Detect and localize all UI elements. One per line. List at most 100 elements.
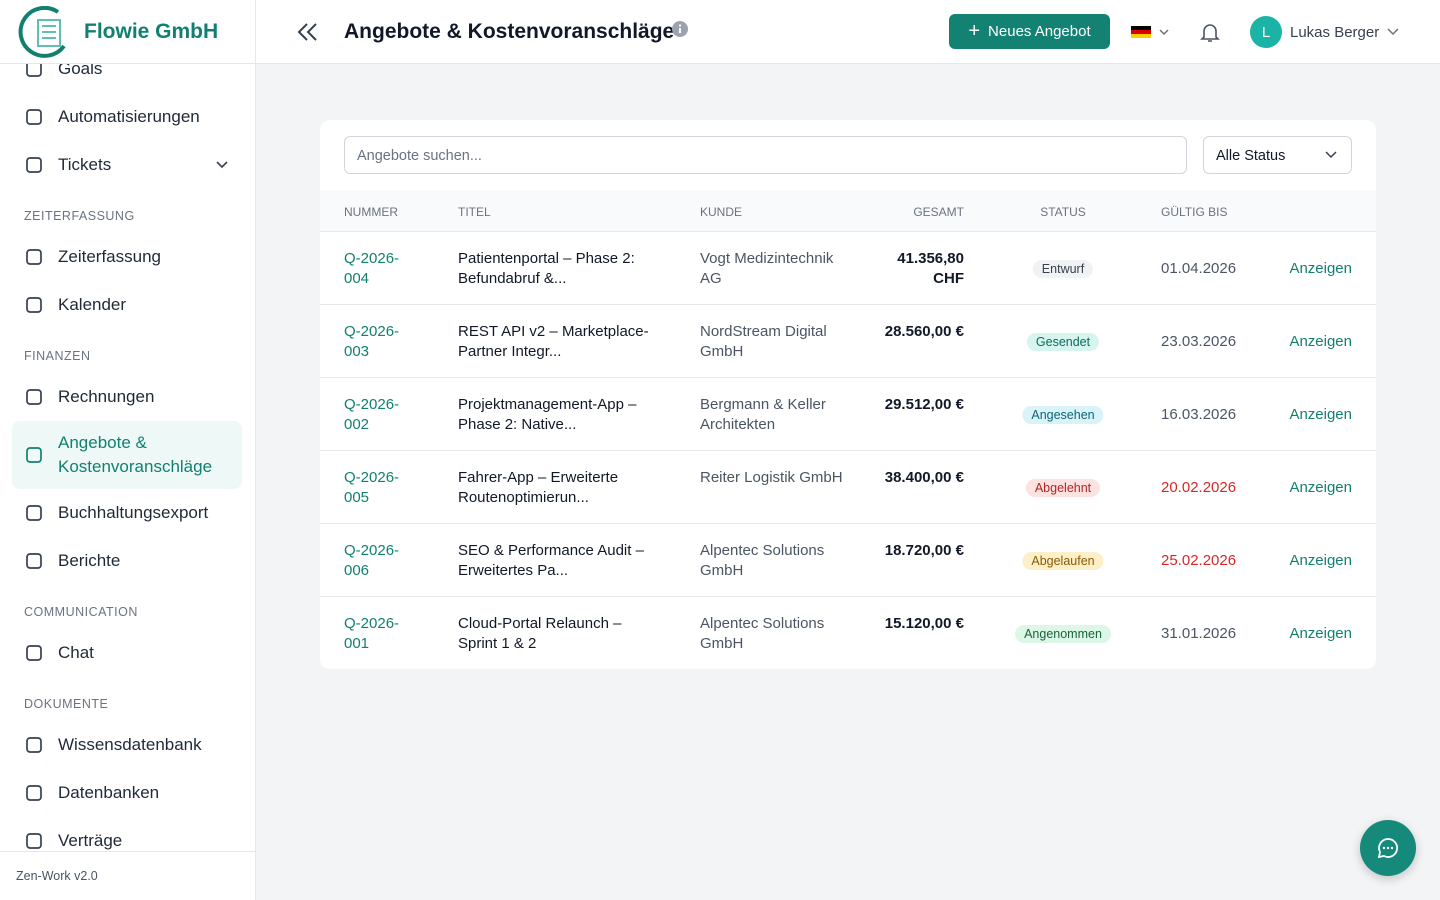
status-badge: Angenommen [1015,625,1111,643]
nav-item[interactable]: Buchhaltungsexport [0,489,243,537]
user-name[interactable]: Lukas Berger [1290,24,1380,41]
status-filter[interactable]: Alle Status [1203,136,1352,174]
nav-icon [26,833,42,849]
nav-icon [26,389,42,405]
table-row: Q-2026-003 REST API v2 – Marketplace-Part… [320,305,1376,378]
nav-icon [26,737,42,753]
view-link[interactable]: Anzeigen [1289,625,1352,642]
column-header: TITEL [458,205,491,219]
valid-until: 31.01.2026 [1161,625,1237,642]
offer-title: Patientenportal – Phase 2: Befundabruf &… [458,250,635,287]
offer-number[interactable]: Q-2026-004 [344,250,400,287]
nav-label: Datenbanken [58,783,160,802]
total: 41.356,80 CHF [897,250,964,287]
nav-item[interactable]: Automatisierungen [0,93,243,141]
valid-until: 01.04.2026 [1161,260,1237,277]
version: Zen-Work v2.0 [0,851,255,900]
valid-until: 23.03.2026 [1161,333,1237,350]
valid-until: 20.02.2026 [1161,479,1237,496]
view-link[interactable]: Anzeigen [1289,333,1352,350]
nav-label: Tickets [58,155,112,174]
nav-section: COMMUNICATION [24,605,138,619]
nav-icon [26,157,42,173]
nav-item[interactable]: Goals [0,64,243,93]
nav-item[interactable]: Verträge [0,817,243,851]
language-select[interactable] [1131,26,1171,40]
table-row: Q-2026-001 Cloud-Portal Relaunch – Sprint… [320,597,1376,669]
table-row: Q-2026-006 SEO & Performance Audit – Erwe… [320,524,1376,597]
sidebar: Flowie GmbH Goals Automatisierungen Ticket… [0,0,256,900]
chat-button[interactable] [1360,820,1416,876]
status-badge: Entwurf [1032,260,1094,278]
nav-item[interactable]: Kalender [0,281,243,329]
nav-label: Goals [58,64,103,78]
total: 28.560,00 € [884,323,964,340]
total: 38.400,00 € [884,469,964,486]
nav-item[interactable]: Zeiterfassung [0,233,243,281]
nav-label: Zeiterfassung [58,247,161,266]
offer-number[interactable]: Q-2026-005 [344,469,400,506]
chat-icon [1377,838,1399,859]
nav-icon [26,64,42,77]
offer-number[interactable]: Q-2026-006 [344,542,400,579]
brand[interactable]: Flowie GmbH [0,0,255,64]
valid-until: 16.03.2026 [1161,406,1237,423]
chevron [1325,151,1337,159]
valid-until: 25.02.2026 [1161,552,1237,569]
collapse-button[interactable] [296,22,320,42]
nav-label: Chat [58,643,94,662]
nav-section: FINANZEN [24,349,91,363]
offer-title: Fahrer-App – Erweiterte Routenoptimierun… [458,469,619,506]
info-icon[interactable] [671,20,689,38]
brand-name: Flowie GmbH [84,19,219,43]
expand-chevron[interactable] [215,160,229,170]
nav-label: Berichte [58,551,121,570]
nav-item[interactable]: Tickets [0,141,243,189]
avatar[interactable]: L [1250,16,1282,48]
nav-icon [26,249,42,265]
new-offer-label: Neues Angebot [988,23,1091,40]
nav-item[interactable]: Angebote & Kostenvoranschläge [12,421,242,489]
view-link[interactable]: Anzeigen [1289,552,1352,569]
nav-section: ZEITERFASSUNG [24,209,135,223]
status-badge: Angesehen [1022,406,1104,424]
customer: NordStream Digital GmbH [700,323,827,360]
customer: Alpentec Solutions GmbH [700,542,825,579]
nav-icon [26,645,42,661]
table-row: Q-2026-002 Projektmanagement-App – Phase … [320,378,1376,451]
nav-item[interactable]: Chat [0,629,243,677]
nav: Goals Automatisierungen Tickets ZEITERFASSU… [0,64,255,851]
total: 29.512,00 € [884,396,964,413]
column-header: STATUS [1040,205,1086,219]
nav-item[interactable]: Datenbanken [0,769,243,817]
nav-item[interactable]: Wissensdatenbank [0,721,243,769]
customer: Alpentec Solutions GmbH [700,615,825,652]
offer-title: Cloud-Portal Relaunch – Sprint 1 & 2 [458,615,622,652]
view-link[interactable]: Anzeigen [1289,479,1352,496]
offer-number[interactable]: Q-2026-003 [344,323,400,360]
status-badge: Abgelaufen [1022,552,1104,570]
user-menu-chevron[interactable] [1386,27,1400,37]
plus-icon: + [968,20,981,42]
notifications[interactable] [1199,21,1221,43]
nav-icon [26,553,42,569]
offer-number[interactable]: Q-2026-001 [344,615,400,652]
status-badge: Gesendet [1026,333,1100,351]
column-header: NUMMER [344,205,398,219]
offer-number[interactable]: Q-2026-002 [344,396,400,433]
nav-icon [26,109,42,125]
search-input[interactable]: Angebote suchen... [344,136,1187,174]
new-offer-button[interactable]: + Neues Angebot [949,14,1110,49]
nav-item[interactable]: Rechnungen [0,373,243,421]
total: 15.120,00 € [884,615,964,632]
nav-icon [26,785,42,801]
customer: Bergmann & Keller Architekten [700,396,826,433]
nav-item[interactable]: Berichte [0,537,243,585]
status-badge: Abgelehnt [1025,479,1101,497]
view-link[interactable]: Anzeigen [1289,406,1352,423]
view-link[interactable]: Anzeigen [1289,260,1352,277]
nav-label: Verträge [58,831,123,850]
nav-label: Automatisierungen [58,107,200,126]
